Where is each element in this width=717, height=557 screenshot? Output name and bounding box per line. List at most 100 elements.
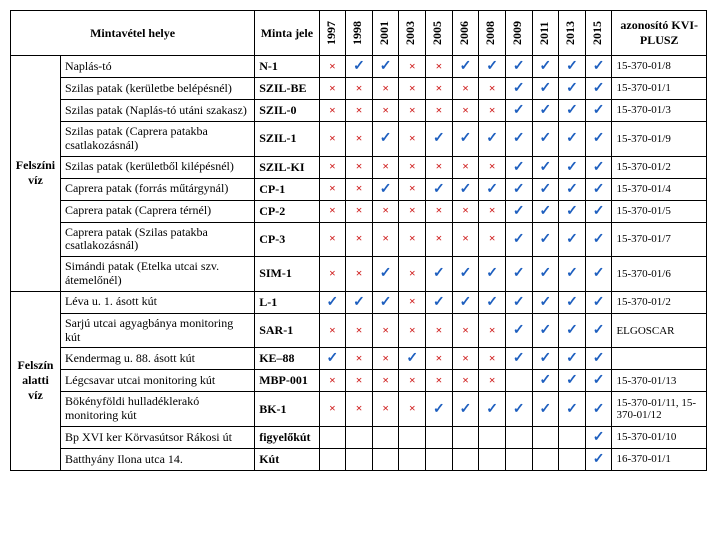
check-icon: ✓ xyxy=(593,351,605,366)
check-icon: ✓ xyxy=(540,182,552,197)
cross-icon: × xyxy=(435,81,442,95)
cross-icon: × xyxy=(435,351,442,365)
check-icon: ✓ xyxy=(593,430,605,445)
table-row: Felszíni vízNaplás-tóN-1×✓✓××✓✓✓✓✓✓15-37… xyxy=(11,56,707,78)
mark-cell: × xyxy=(372,313,399,348)
mark-cell: ✓ xyxy=(479,291,506,313)
check-icon: ✓ xyxy=(540,103,552,118)
mark-cell: ✓ xyxy=(559,370,586,392)
location-cell: Batthyány Ilona utca 14. xyxy=(60,448,254,470)
cross-icon: × xyxy=(329,401,336,415)
id-cell: ELGOSCAR xyxy=(612,313,707,348)
mark-cell: × xyxy=(399,313,426,348)
cross-icon: × xyxy=(489,81,496,95)
check-icon: ✓ xyxy=(513,59,525,74)
cross-icon: × xyxy=(409,231,416,245)
cross-icon: × xyxy=(382,103,389,117)
check-icon: ✓ xyxy=(566,182,578,197)
id-cell: 15-370-01/5 xyxy=(612,200,707,222)
location-cell: Szilas patak (kerületből kilépésnél) xyxy=(60,156,254,178)
cross-icon: × xyxy=(435,159,442,173)
mark-cell: × xyxy=(319,222,346,257)
check-icon: ✓ xyxy=(460,295,472,310)
mark-cell: ✓ xyxy=(585,448,612,470)
check-icon: ✓ xyxy=(593,81,605,96)
mark-cell: × xyxy=(372,348,399,370)
cross-icon: × xyxy=(356,159,363,173)
location-cell: Simándi patak (Etelka utcai szv. átemelő… xyxy=(60,257,254,292)
mark-cell: ✓ xyxy=(505,257,532,292)
header-year-10: 2015 xyxy=(585,11,612,56)
mark-cell: × xyxy=(372,156,399,178)
mark-cell: ✓ xyxy=(505,156,532,178)
mark-cell: × xyxy=(426,313,453,348)
check-icon: ✓ xyxy=(540,402,552,417)
id-cell: 15-370-01/8 xyxy=(612,56,707,78)
mark-cell xyxy=(505,370,532,392)
cross-icon: × xyxy=(356,181,363,195)
table-row: Caprera patak (Szilas patakba csatlakozá… xyxy=(11,222,707,257)
cross-icon: × xyxy=(462,81,469,95)
location-cell: Légcsavar utcai monitoring kút xyxy=(60,370,254,392)
mark-cell: × xyxy=(399,257,426,292)
header-year-6: 2008 xyxy=(479,11,506,56)
cross-icon: × xyxy=(329,203,336,217)
mark-cell: ✓ xyxy=(479,257,506,292)
cross-icon: × xyxy=(435,203,442,217)
mark-cell: ✓ xyxy=(585,348,612,370)
mark-cell: × xyxy=(319,156,346,178)
mark-cell: ✓ xyxy=(532,392,559,427)
id-cell: 15-370-01/3 xyxy=(612,100,707,122)
mark-cell: × xyxy=(399,122,426,157)
check-icon: ✓ xyxy=(353,295,365,310)
check-icon: ✓ xyxy=(513,266,525,281)
cross-icon: × xyxy=(382,81,389,95)
check-icon: ✓ xyxy=(566,131,578,146)
mark-cell xyxy=(479,448,506,470)
check-icon: ✓ xyxy=(593,182,605,197)
mark-cell xyxy=(559,426,586,448)
mark-cell: ✓ xyxy=(559,156,586,178)
cross-icon: × xyxy=(356,231,363,245)
code-cell: SIM-1 xyxy=(255,257,319,292)
mark-cell: ✓ xyxy=(585,257,612,292)
code-cell: N-1 xyxy=(255,56,319,78)
mark-cell: × xyxy=(319,100,346,122)
mark-cell: × xyxy=(399,370,426,392)
header-year-5: 2006 xyxy=(452,11,479,56)
mark-cell: ✓ xyxy=(585,156,612,178)
mark-cell: × xyxy=(479,200,506,222)
check-icon: ✓ xyxy=(513,103,525,118)
mark-cell: × xyxy=(346,122,373,157)
check-icon: ✓ xyxy=(486,131,498,146)
cross-icon: × xyxy=(462,323,469,337)
mark-cell: ✓ xyxy=(372,291,399,313)
check-icon: ✓ xyxy=(540,131,552,146)
code-cell: SZIL-0 xyxy=(255,100,319,122)
check-icon: ✓ xyxy=(380,182,392,197)
mark-cell: × xyxy=(399,56,426,78)
check-icon: ✓ xyxy=(540,373,552,388)
cross-icon: × xyxy=(382,203,389,217)
mark-cell: × xyxy=(346,222,373,257)
mark-cell xyxy=(479,426,506,448)
table-row: Simándi patak (Etelka utcai szv. átemelő… xyxy=(11,257,707,292)
mark-cell: × xyxy=(346,348,373,370)
check-icon: ✓ xyxy=(593,373,605,388)
cross-icon: × xyxy=(435,59,442,73)
mark-cell: ✓ xyxy=(559,56,586,78)
mark-cell: ✓ xyxy=(532,313,559,348)
mark-cell: ✓ xyxy=(585,56,612,78)
mark-cell: ✓ xyxy=(585,100,612,122)
mark-cell: ✓ xyxy=(559,122,586,157)
cross-icon: × xyxy=(489,103,496,117)
check-icon: ✓ xyxy=(566,402,578,417)
check-icon: ✓ xyxy=(566,373,578,388)
cross-icon: × xyxy=(409,294,416,308)
check-icon: ✓ xyxy=(566,351,578,366)
check-icon: ✓ xyxy=(593,232,605,247)
mark-cell: × xyxy=(372,370,399,392)
mark-cell: × xyxy=(346,257,373,292)
check-icon: ✓ xyxy=(540,295,552,310)
check-icon: ✓ xyxy=(540,232,552,247)
